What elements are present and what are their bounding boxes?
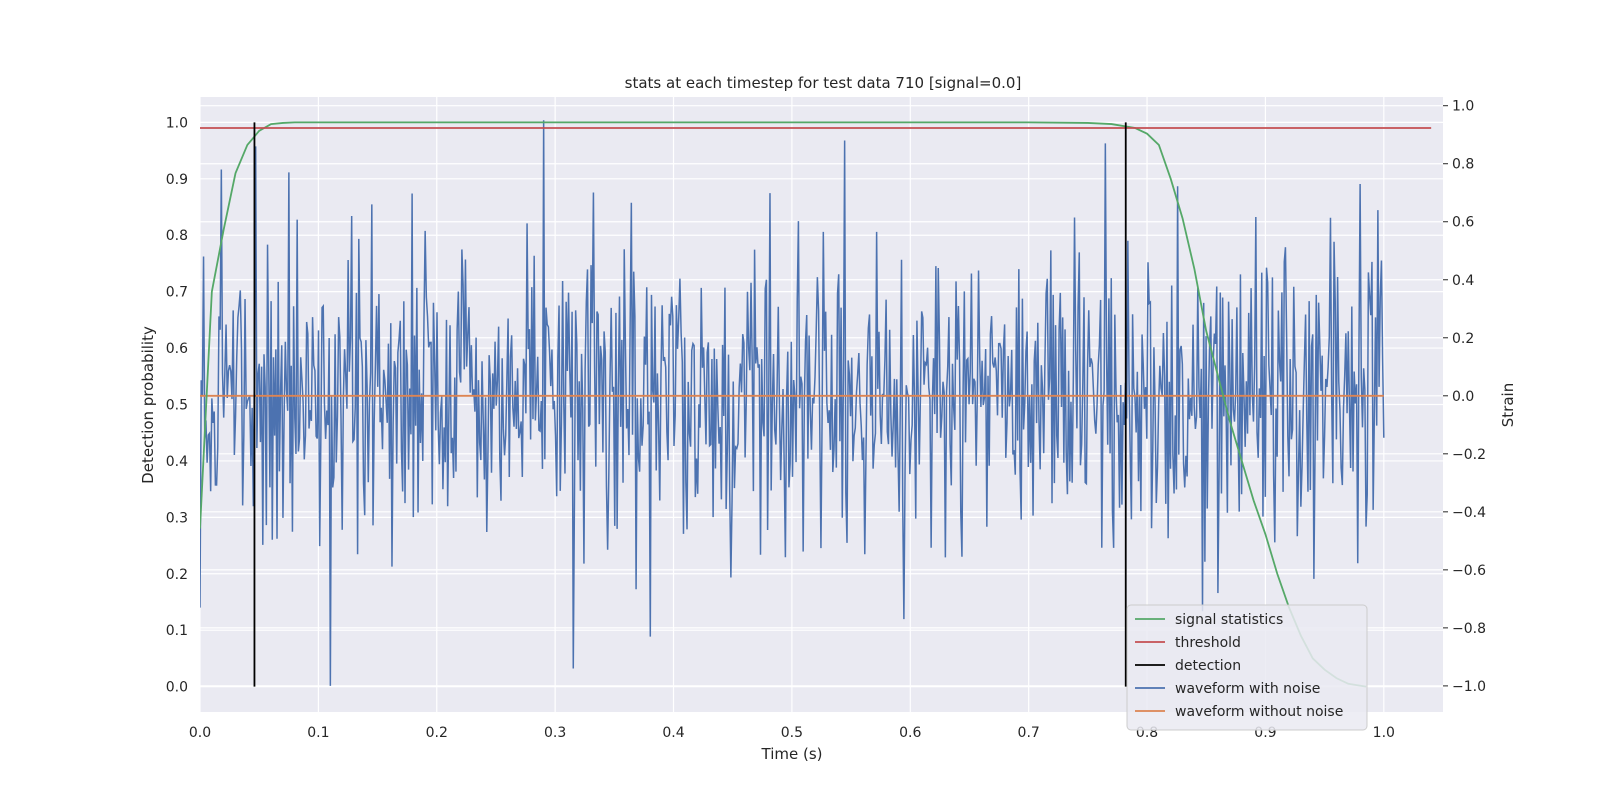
legend-label: waveform without noise (1175, 704, 1343, 720)
x-tick-label: 0.6 (899, 725, 921, 741)
y2-tick-label: −1.0 (1452, 679, 1486, 695)
legend-label: waveform with noise (1175, 681, 1320, 697)
y-tick-label: 0.2 (166, 567, 188, 583)
x-tick-label: 0.0 (189, 725, 211, 741)
y2-tick-label: 0.2 (1452, 331, 1474, 347)
y-tick-label: 0.6 (166, 341, 188, 357)
y-tick-label: 1.0 (166, 115, 188, 131)
y2-tick-label: −0.8 (1452, 621, 1486, 637)
y2-tick-label: −0.6 (1452, 563, 1486, 579)
y-axis-left: 0.0 0.1 0.2 0.3 0.4 0.5 0.6 0.7 0.8 0.9 1.0 (166, 115, 188, 695)
plot-marks (200, 120, 1432, 688)
y2-tick-label: 0.6 (1452, 215, 1474, 231)
x-tick-label: 0.5 (781, 725, 803, 741)
x-tick-label: 0.7 (1018, 725, 1040, 741)
y2-tick-label: 0.8 (1452, 157, 1474, 173)
y-tick-label: 0.1 (166, 623, 188, 639)
x-axis-label: Time (s) (761, 745, 823, 763)
y-tick-label: 0.4 (166, 454, 188, 470)
legend-label: signal statistics (1175, 612, 1283, 628)
legend-label: detection (1175, 658, 1241, 674)
legend: signal statistics threshold detection wavef… (1126, 604, 1368, 731)
chart-title: stats at each timestep for test data 710… (625, 74, 1022, 92)
y2-tick-label: −0.4 (1452, 505, 1486, 521)
x-tick-label: 1.0 (1373, 725, 1395, 741)
series-signal-statistics (200, 121, 1367, 688)
y2-axis-label: Strain (1499, 383, 1517, 427)
y-axis-label: Detection probability (139, 326, 157, 484)
y-tick-label: 0.3 (166, 510, 188, 526)
y2-tick-label: 0.4 (1452, 273, 1474, 289)
y-axis-right: −1.0 −0.8 −0.6 −0.4 −0.2 0.0 0.2 0.4 0.6 0.8 1.0 (1443, 99, 1486, 695)
y-tick-label: 0.0 (166, 680, 188, 696)
y-tick-label: 0.9 (166, 172, 188, 188)
y2-tick-label: −0.2 (1452, 447, 1486, 463)
x-tick-label: 0.4 (662, 725, 684, 741)
y-tick-label: 0.7 (166, 285, 188, 301)
legend-box (1126, 604, 1368, 731)
y-tick-label: 0.8 (166, 228, 188, 244)
x-tick-label: 0.1 (307, 725, 329, 741)
legend-label: threshold (1175, 635, 1241, 651)
y2-tick-label: 1.0 (1452, 99, 1474, 115)
y-tick-label: 0.5 (166, 398, 188, 414)
series-waveform-with-noise (200, 120, 1385, 686)
x-tick-label: 0.3 (544, 725, 566, 741)
y2-tick-label: 0.0 (1452, 389, 1474, 405)
x-tick-label: 0.2 (426, 725, 448, 741)
